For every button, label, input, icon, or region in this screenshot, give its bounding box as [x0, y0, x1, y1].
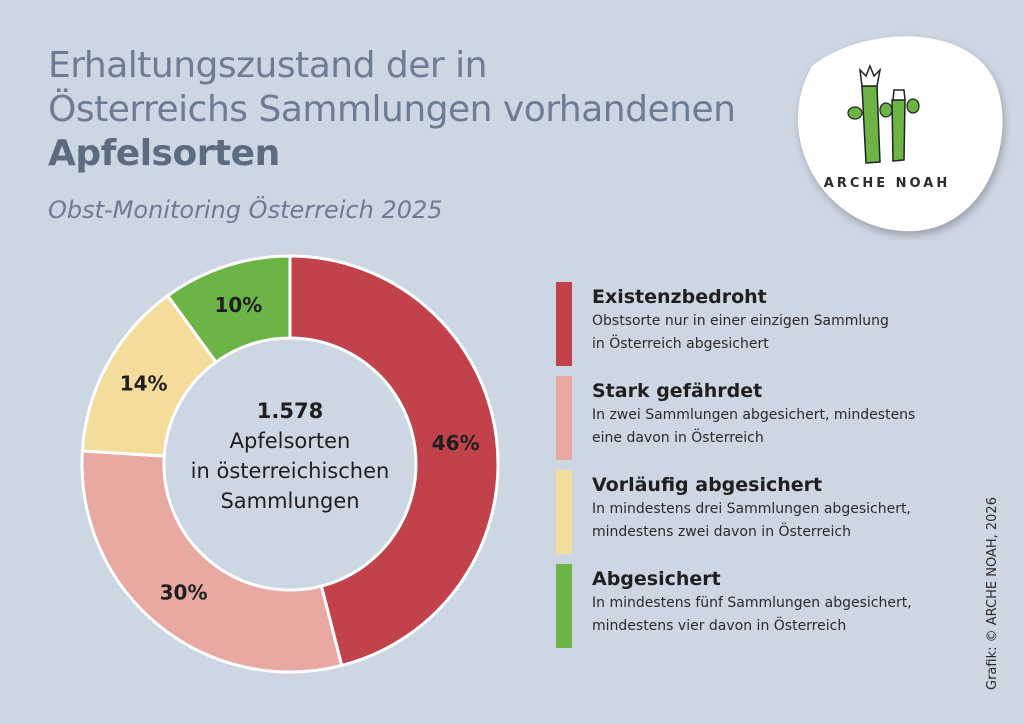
legend-item-abgesichert: Abgesichert In mindestens fünf Sammlunge… — [556, 564, 976, 654]
legend-description: In mindestens fünf Sammlungen abgesicher… — [592, 592, 976, 638]
total-count: 1.578 — [256, 399, 324, 423]
title-line-2: Österreichs Sammlungen vorhandenen — [48, 89, 736, 130]
legend: Existenzbedroht Obstsorte nur in einer e… — [556, 282, 976, 658]
chart-subtitle: Obst-Monitoring Österreich 2025 — [48, 196, 443, 224]
desc-line: In mindestens fünf Sammlungen abgesicher… — [592, 595, 912, 611]
legend-title: Vorläufig abgesichert — [592, 474, 823, 496]
legend-swatch — [556, 470, 572, 554]
desc-line: In mindestens drei Sammlungen abgesicher… — [592, 501, 911, 517]
slice-label-1: 30% — [160, 581, 208, 605]
desc-line: mindestens vier davon in Österreich — [592, 618, 847, 634]
center-line-2: in österreichischen — [190, 459, 390, 483]
donut-slice-0 — [288, 254, 500, 668]
donut-slice-1 — [80, 449, 344, 674]
center-line-3: Sammlungen — [220, 489, 360, 513]
donut-slice-3 — [165, 254, 292, 365]
desc-line: Obstsorte nur in einer einzigen Sammlung — [592, 313, 889, 329]
center-line-1: Apfelsorten — [229, 429, 351, 453]
legend-swatch — [556, 282, 572, 366]
legend-swatch — [556, 376, 572, 460]
legend-description: Obstsorte nur in einer einzigen Sammlung… — [592, 310, 976, 356]
desc-line: in Österreich abgesichert — [592, 336, 769, 352]
slice-label-0: 46% — [432, 431, 480, 455]
legend-title: Abgesichert — [592, 568, 721, 590]
legend-title: Existenzbedroht — [592, 286, 767, 308]
legend-item-stark-gefaehrdet: Stark gefährdet In zwei Sammlungen abges… — [556, 376, 976, 466]
donut-chart: 46% 30% 14% 10% — [80, 254, 500, 674]
title-bold: Apfelsorten — [48, 133, 280, 174]
desc-line: eine davon in Österreich — [592, 430, 764, 446]
title-line-1: Erhaltungszustand der in — [48, 45, 487, 86]
chart-title: Erhaltungszustand der in Österreichs Sam… — [48, 44, 736, 176]
logo-text: ARCHE NOAH — [823, 176, 951, 191]
legend-description: In zwei Sammlungen abgesichert, mindeste… — [592, 404, 976, 450]
legend-item-vorlaeufig-abgesichert: Vorläufig abgesichert In mindestens drei… — [556, 470, 976, 560]
legend-item-existenzbedroht: Existenzbedroht Obstsorte nur in einer e… — [556, 282, 976, 372]
arche-noah-logo — [797, 36, 1003, 232]
slice-label-2: 14% — [120, 372, 168, 396]
donut-center-label: 1.578 Apfelsorten in österreichischen Sa… — [165, 396, 415, 516]
legend-description: In mindestens drei Sammlungen abgesicher… — [592, 498, 976, 544]
legend-swatch — [556, 564, 572, 648]
legend-title: Stark gefährdet — [592, 380, 763, 402]
slice-label-3: 10% — [214, 293, 262, 317]
desc-line: mindestens zwei davon in Österreich — [592, 524, 851, 540]
desc-line: In zwei Sammlungen abgesichert, mindeste… — [592, 407, 916, 423]
credit: Grafik: © ARCHE NOAH, 2026 — [985, 497, 1000, 690]
